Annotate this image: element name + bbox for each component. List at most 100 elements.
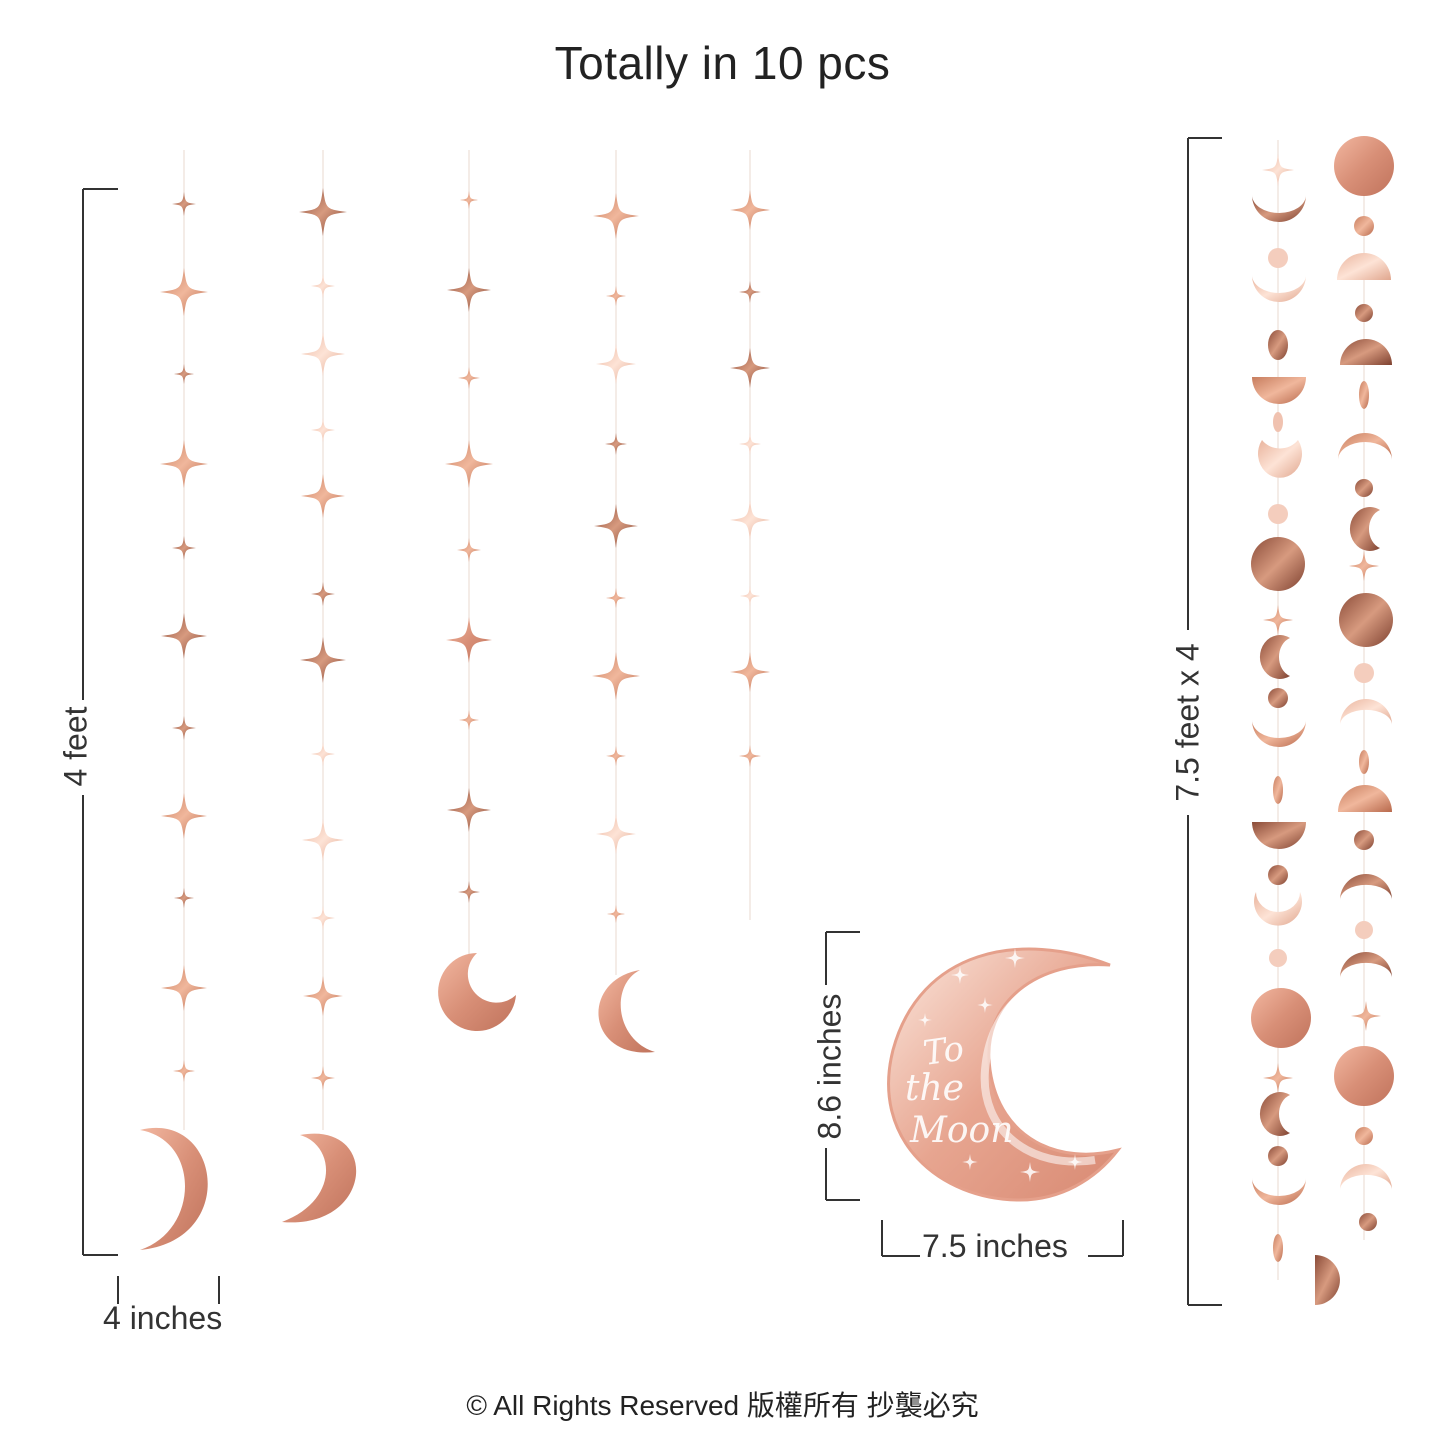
moon-phase-garland-2 [1334, 136, 1394, 1231]
star-icon [459, 710, 479, 730]
circle-icon [1268, 1146, 1288, 1166]
star-icon [172, 716, 196, 740]
star-icon [446, 617, 492, 663]
star-icon [739, 281, 761, 303]
star-icon [730, 500, 770, 540]
circle-icon [1268, 865, 1288, 885]
half-moon-icon [1340, 339, 1392, 365]
crescent-moon-icon [1340, 874, 1392, 900]
crescent-moon-icon [1340, 1164, 1392, 1190]
width-bracket-7-5-inches [881, 1220, 1124, 1257]
circle-icon [1355, 304, 1373, 322]
star-icon [606, 286, 626, 306]
star-icon [300, 637, 346, 683]
circle-icon [1268, 504, 1288, 524]
crescent-moon-icon [1340, 952, 1392, 978]
star-icon [174, 888, 194, 908]
star-icon [605, 433, 627, 455]
star-icon [594, 504, 638, 548]
star-icon [301, 332, 345, 376]
star-icon [739, 745, 761, 767]
star-icon [596, 814, 636, 854]
star-strand-1 [140, 192, 208, 1250]
crescent-moon-icon [1253, 892, 1303, 926]
half-moon-icon [1252, 822, 1306, 849]
star-icon [740, 586, 760, 606]
copyright-footer: © All Rights Reserved 版權所有 抄襲必究 [466, 1390, 979, 1421]
crescent-moon-icon [1349, 507, 1380, 551]
star-icon [1263, 1063, 1293, 1093]
label-4-feet: 4 feet [57, 706, 94, 787]
star-icon [303, 976, 343, 1016]
star-icon [445, 440, 493, 488]
star-icon [311, 418, 335, 442]
star-icon [457, 538, 481, 562]
moon-phase-garland-1 [1251, 154, 1340, 1305]
star-icon [160, 268, 208, 316]
page-title: Totally in 10 pcs [554, 37, 891, 89]
circle-icon [1355, 1127, 1373, 1145]
star-strand-3 [438, 191, 516, 1031]
star-icon [172, 192, 196, 216]
cutout-script-the: the [905, 1068, 964, 1109]
label-4-inches: 4 inches [103, 1300, 223, 1336]
half-moon-icon [1337, 253, 1391, 280]
oval-icon [1268, 330, 1288, 360]
circle-icon [1359, 1213, 1377, 1231]
star-icon [458, 367, 480, 389]
star-icon [174, 364, 194, 384]
crescent-moon-icon [282, 1133, 357, 1223]
star-icon [592, 652, 640, 700]
star-icon [311, 742, 335, 766]
star-icon [173, 1060, 195, 1082]
crescent-moon-icon [598, 970, 655, 1053]
star-icon [606, 588, 626, 608]
star-icon [593, 193, 639, 239]
oval-icon [1273, 776, 1283, 804]
full-moon-icon [1251, 988, 1311, 1048]
star-icon [460, 191, 478, 209]
crescent-moon-icon [1252, 195, 1306, 222]
to-the-moon-cutout: To the Moon [887, 947, 1122, 1202]
oval-icon [1359, 750, 1369, 774]
crescent-moon-icon [1259, 635, 1290, 679]
star-strand-2 [282, 188, 357, 1223]
star-icon [161, 965, 207, 1011]
circle-icon [1268, 688, 1288, 708]
star-icon [1262, 154, 1294, 186]
crescent-moon-icon [140, 1127, 208, 1250]
oval-icon [1273, 1234, 1283, 1262]
star-icon [161, 613, 207, 659]
crescent-moon-icon [438, 953, 516, 1031]
star-icon [311, 1066, 335, 1090]
crescent-moon-icon [1338, 433, 1392, 460]
star-strand-4 [592, 193, 655, 1053]
circle-icon [1354, 830, 1374, 850]
star-icon [447, 268, 491, 312]
cutout-script-moon: Moon [909, 1110, 1013, 1151]
star-icon [311, 906, 335, 930]
star-icon [161, 793, 207, 839]
crescent-moon-icon [1340, 699, 1392, 725]
star-icon [302, 819, 344, 861]
circle-icon [1354, 216, 1374, 236]
star-icon [596, 344, 636, 384]
star-icon [1351, 1001, 1381, 1031]
circle-icon [1354, 663, 1374, 683]
star-icon [172, 536, 196, 560]
crescent-moon-icon [1252, 720, 1306, 747]
star-icon [299, 188, 347, 236]
star-icon [730, 190, 770, 230]
star-icon [606, 746, 626, 766]
star-icon [730, 348, 770, 388]
width-bracket-4-inches [117, 1276, 220, 1304]
star-icon [458, 881, 480, 903]
cutout-script-to: To [921, 1029, 967, 1074]
label-7-5-inches: 7.5 inches [922, 1228, 1068, 1264]
crescent-moon-icon [1252, 1178, 1306, 1205]
star-icon [311, 582, 335, 606]
circle-icon [1355, 479, 1373, 497]
star-icon [730, 652, 770, 692]
star-icon [607, 905, 625, 923]
